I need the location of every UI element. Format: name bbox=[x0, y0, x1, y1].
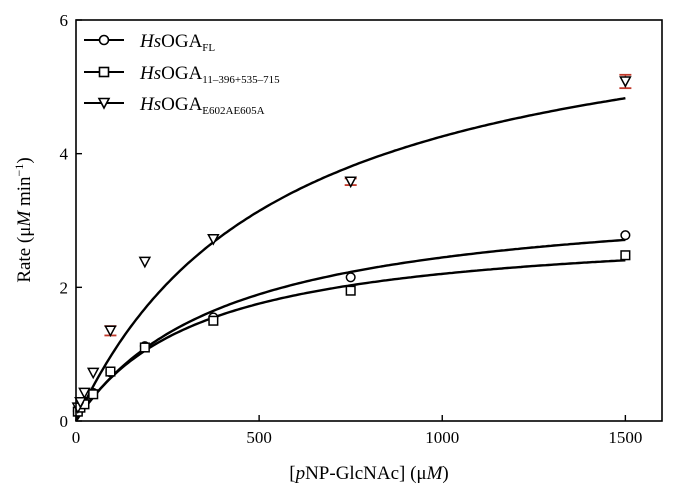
legend-entry-mutant: HsOGAE602AE605A bbox=[84, 94, 265, 117]
legend-marker-circle bbox=[98, 34, 110, 46]
fit-curves bbox=[74, 97, 626, 422]
data-point-triangle-down bbox=[619, 76, 632, 88]
data-point-square bbox=[105, 366, 116, 377]
legend-label-fl: HsOGAFL bbox=[139, 31, 215, 54]
legend-label-mutant: HsOGAE602AE605A bbox=[139, 94, 265, 117]
x-tick-label: 500 bbox=[246, 428, 272, 447]
fit-curve-0 bbox=[74, 238, 626, 422]
y-axis-label: Rate (μM min−1) bbox=[12, 157, 35, 282]
legend: HsOGAFL HsOGA11–396+535–715 HsOGAE602AE6… bbox=[84, 31, 280, 117]
legend-marker-triangle bbox=[97, 97, 111, 110]
y-tick-label: 6 bbox=[60, 11, 69, 30]
data-point-square bbox=[139, 342, 150, 353]
x-axis-label: [pNP-GlcNAc] (μM) bbox=[289, 463, 449, 484]
data-point-triangle-down bbox=[78, 387, 91, 400]
legend-entry-truncated: HsOGA11–396+535–715 bbox=[84, 63, 280, 86]
fit-curve-1 bbox=[74, 259, 626, 422]
data-point-triangle-down bbox=[207, 233, 220, 246]
legend-label-truncated: HsOGA11–396+535–715 bbox=[139, 63, 280, 86]
data-point-square bbox=[620, 250, 631, 261]
x-tick-label: 0 bbox=[72, 428, 81, 447]
x-tick-label: 1500 bbox=[608, 428, 642, 447]
legend-entry-fl: HsOGAFL bbox=[84, 31, 215, 54]
axis-ticks: 0 500 1000 1500 0 2 4 6 bbox=[60, 11, 643, 447]
plot-frame bbox=[75, 19, 663, 422]
data-point-triangle-down bbox=[86, 367, 100, 380]
y-tick-label: 0 bbox=[60, 412, 69, 431]
y-tick-label: 4 bbox=[60, 145, 69, 164]
data-point-triangle-down bbox=[74, 397, 87, 409]
data-point-triangle-down bbox=[344, 176, 357, 189]
data-point-circle bbox=[620, 230, 631, 241]
data-point-square bbox=[208, 315, 219, 326]
fit-curve-2 bbox=[74, 97, 626, 422]
legend-marker-square bbox=[98, 66, 110, 78]
data-point-triangle-down bbox=[104, 325, 117, 338]
data-point-square bbox=[88, 389, 99, 400]
y-tick-label: 2 bbox=[60, 278, 69, 297]
data-markers bbox=[71, 76, 632, 417]
data-point-triangle-down bbox=[138, 256, 152, 269]
data-point-circle bbox=[345, 272, 356, 283]
data-point-square bbox=[345, 285, 356, 296]
x-tick-label: 1000 bbox=[425, 428, 459, 447]
